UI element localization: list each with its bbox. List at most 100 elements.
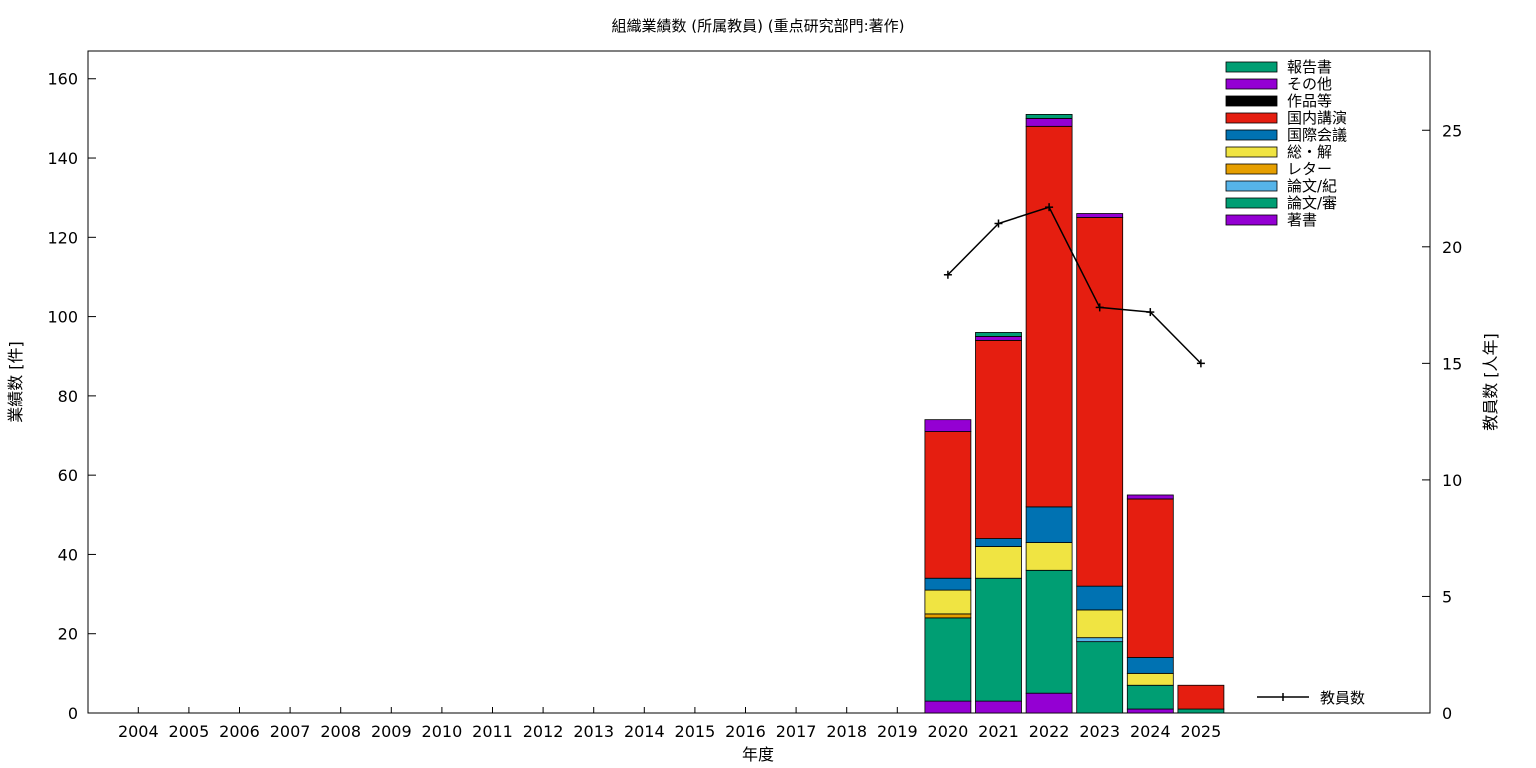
- bar-segment: [924, 613, 972, 619]
- bar-segment: [975, 538, 1022, 547]
- x-tick-label: 2009: [371, 722, 412, 741]
- x-tick-label: 2024: [1130, 722, 1171, 741]
- bar-segment: [1177, 684, 1225, 710]
- bar-segment: [975, 336, 1022, 341]
- legend-swatch: [1225, 129, 1278, 141]
- legend-label: 国内講演: [1287, 109, 1347, 127]
- y2-tick-label: 5: [1442, 587, 1452, 606]
- legend-label: 国際会議: [1287, 126, 1347, 144]
- x-tick-label: 2015: [675, 722, 716, 741]
- legend-label: 作品等: [1287, 92, 1332, 110]
- y2-tick-label: 25: [1442, 121, 1462, 140]
- x-tick-label: 2020: [928, 722, 969, 741]
- x-tick-label: 2010: [422, 722, 463, 741]
- bar-segment: [1025, 125, 1073, 508]
- bar-segment: [1177, 708, 1225, 714]
- bar-segment: [924, 431, 972, 579]
- line-legend-label: 教員数: [1320, 689, 1365, 707]
- y-tick-label: 80: [58, 387, 78, 406]
- x-tick-label: 2016: [725, 722, 766, 741]
- bar-segment: [1025, 506, 1073, 543]
- y-tick-label: 100: [47, 308, 78, 327]
- bar-segment: [1076, 585, 1124, 611]
- bar-segment: [1126, 672, 1174, 686]
- legend-swatch: [1225, 78, 1278, 90]
- legend-swatch: [1225, 95, 1278, 107]
- faculty-count-line: [947, 206, 1202, 364]
- bar-segment: [924, 589, 972, 615]
- x-tick-label: 2011: [472, 722, 513, 741]
- legend-label: 著書: [1287, 211, 1317, 229]
- legend-label: レター: [1287, 160, 1332, 178]
- bar-segment: [1126, 494, 1174, 500]
- legend-swatch: [1225, 146, 1278, 158]
- bar-segment: [1025, 114, 1073, 119]
- legend-swatch: [1225, 112, 1278, 124]
- y-tick-label: 40: [58, 545, 78, 564]
- bar-segment: [1126, 708, 1174, 714]
- bar-segment: [1076, 213, 1124, 218]
- bar-segment: [924, 577, 972, 591]
- bar-segment: [975, 577, 1022, 702]
- x-tick-label: 2008: [320, 722, 361, 741]
- bar-segment: [924, 419, 972, 432]
- y2-tick-label: 15: [1442, 354, 1462, 373]
- bar-segment: [1025, 542, 1073, 571]
- y2-tick-label: 10: [1442, 471, 1462, 490]
- x-tick-label: 2025: [1181, 722, 1222, 741]
- x-tick-label: 2013: [573, 722, 614, 741]
- legend-swatch: [1225, 197, 1278, 209]
- y2-tick-label: 20: [1442, 238, 1462, 257]
- x-tick-label: 2018: [826, 722, 867, 741]
- plot-frame: [87, 50, 1431, 714]
- legend-label: 論文/審: [1287, 194, 1337, 212]
- x-tick-label: 2014: [624, 722, 665, 741]
- legend-swatch: [1225, 163, 1278, 175]
- bar-segment: [1076, 609, 1124, 639]
- y-tick-label: 140: [47, 149, 78, 168]
- legend-label: 論文/紀: [1287, 177, 1337, 195]
- bar-segment: [924, 617, 972, 702]
- x-tick-label: 2005: [169, 722, 210, 741]
- y2-axis-label: 教員数 [人年]: [1481, 333, 1500, 431]
- y-tick-label: 20: [58, 625, 78, 644]
- bar-segment: [1126, 498, 1174, 658]
- y-tick-label: 160: [47, 70, 78, 89]
- x-axis-label: 年度: [742, 745, 774, 764]
- bar-segment: [1076, 641, 1124, 714]
- y2-tick-label: 0: [1442, 704, 1452, 723]
- x-tick-label: 2021: [978, 722, 1019, 741]
- bar-segment: [1126, 684, 1174, 710]
- x-tick-label: 2007: [270, 722, 311, 741]
- chart-title: 組織業績数 (所属教員) (重点研究部門:著作): [612, 17, 905, 35]
- bar-segment: [1076, 217, 1124, 587]
- bar-segment: [1076, 637, 1124, 643]
- y-tick-label: 0: [68, 704, 78, 723]
- bar-segment: [975, 700, 1022, 714]
- bar-segment: [1025, 569, 1073, 694]
- bar-segment: [924, 700, 972, 714]
- y-tick-label: 120: [47, 228, 78, 247]
- x-tick-label: 2019: [877, 722, 918, 741]
- legend-label: 報告書: [1287, 58, 1332, 76]
- legend-swatch: [1225, 180, 1278, 192]
- legend-swatch: [1225, 214, 1278, 226]
- bar-segment: [1025, 117, 1073, 127]
- y-tick-label: 60: [58, 466, 78, 485]
- legend-label: その他: [1287, 75, 1332, 93]
- x-tick-label: 2004: [118, 722, 159, 741]
- x-tick-label: 2012: [523, 722, 564, 741]
- bar-segment: [975, 332, 1022, 337]
- y-axis-label: 業績数 [件]: [6, 341, 25, 423]
- legend-swatch: [1225, 61, 1278, 73]
- x-tick-label: 2022: [1029, 722, 1070, 741]
- bar-segment: [975, 339, 1022, 539]
- x-tick-label: 2017: [776, 722, 817, 741]
- x-tick-label: 2023: [1079, 722, 1120, 741]
- bar-segment: [1025, 692, 1073, 714]
- bar-segment: [975, 546, 1022, 579]
- x-tick-label: 2006: [219, 722, 260, 741]
